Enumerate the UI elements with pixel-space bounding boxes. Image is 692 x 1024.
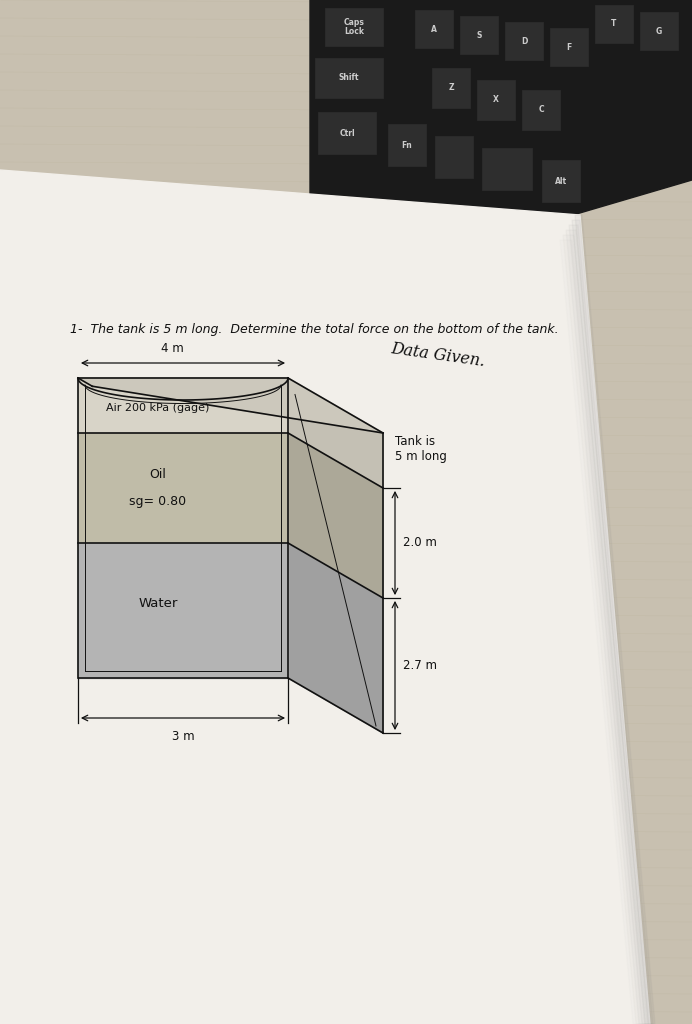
Bar: [318, 112, 376, 154]
Text: X: X: [493, 95, 499, 104]
Bar: [595, 5, 633, 43]
Text: Data Given.: Data Given.: [390, 340, 486, 370]
Text: Air 200 kPa (gage): Air 200 kPa (gage): [106, 403, 210, 414]
Text: Shift: Shift: [339, 74, 359, 83]
Polygon shape: [572, 220, 653, 1024]
Text: 2.7 m: 2.7 m: [403, 659, 437, 672]
Polygon shape: [78, 543, 288, 678]
Polygon shape: [310, 0, 692, 260]
Polygon shape: [78, 433, 288, 543]
Text: D: D: [521, 37, 527, 45]
Polygon shape: [288, 433, 383, 598]
Bar: [522, 90, 560, 130]
Text: C: C: [538, 105, 544, 115]
Bar: [550, 28, 588, 66]
Polygon shape: [78, 378, 288, 433]
Text: sg= 0.80: sg= 0.80: [129, 495, 186, 508]
Text: G: G: [656, 27, 662, 36]
Text: F: F: [566, 43, 572, 51]
Polygon shape: [0, 170, 650, 1024]
Bar: [432, 68, 470, 108]
Text: 1-  The tank is 5 m long.  Determine the total force on the bottom of the tank.: 1- The tank is 5 m long. Determine the t…: [70, 324, 558, 337]
Text: 3 m: 3 m: [172, 730, 194, 743]
Bar: [505, 22, 543, 60]
Bar: [640, 12, 678, 50]
Text: 2.0 m: 2.0 m: [403, 537, 437, 550]
Text: A: A: [431, 25, 437, 34]
Bar: [325, 8, 383, 46]
Polygon shape: [575, 215, 655, 1024]
Text: Z: Z: [448, 84, 454, 92]
Bar: [315, 58, 383, 98]
Text: Fn: Fn: [401, 140, 412, 150]
Text: Caps
Lock: Caps Lock: [343, 17, 365, 36]
Text: 4 m: 4 m: [161, 342, 184, 355]
Text: Oil: Oil: [149, 468, 166, 481]
Text: Tank is
5 m long: Tank is 5 m long: [395, 435, 447, 463]
Bar: [460, 16, 498, 54]
Bar: [435, 136, 473, 178]
Text: Water: Water: [138, 597, 177, 610]
Text: Alt: Alt: [555, 176, 567, 185]
Bar: [477, 80, 515, 120]
Text: Ctrl: Ctrl: [339, 128, 355, 137]
Polygon shape: [78, 378, 383, 433]
Bar: [542, 160, 580, 202]
Bar: [388, 124, 426, 166]
Bar: [415, 10, 453, 48]
Polygon shape: [288, 378, 383, 488]
Bar: [482, 148, 532, 190]
Polygon shape: [288, 543, 383, 733]
Text: S: S: [476, 31, 482, 40]
Polygon shape: [569, 225, 651, 1024]
Text: T: T: [611, 19, 617, 29]
